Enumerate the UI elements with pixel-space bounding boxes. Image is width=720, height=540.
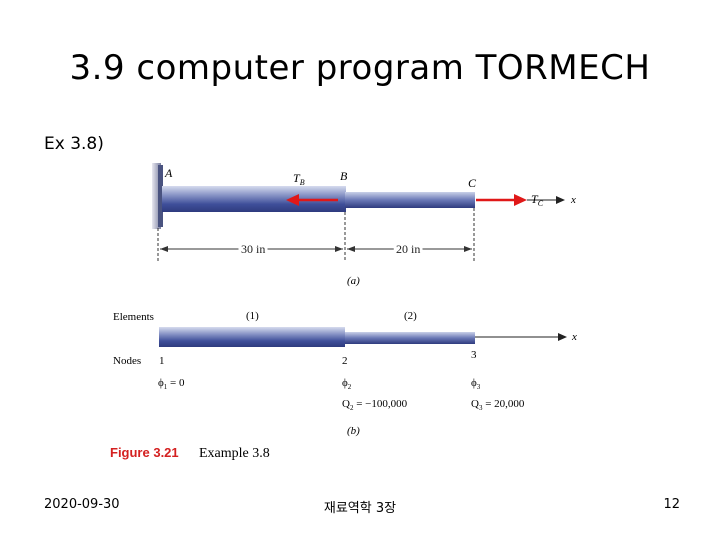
figure-number: Figure 3.21: [110, 445, 179, 460]
q3-label: Q3 = 20,000: [471, 398, 525, 412]
elements-label: Elements: [113, 311, 154, 323]
phi-1-label: ϕ1 = 0: [158, 377, 185, 391]
page-number: 12: [663, 497, 680, 512]
caption-a: (a): [347, 275, 360, 287]
node-3-label: 3: [471, 349, 477, 361]
phi-3-label: ϕ3: [471, 377, 481, 391]
caption-b: (b): [347, 425, 360, 437]
footer-date: 2020-09-30: [44, 497, 120, 512]
dim-arrow-2-left: [347, 246, 355, 252]
axis-b-label: x: [571, 331, 577, 343]
torque-b-label: TB: [293, 171, 305, 187]
fixed-wall-face: [158, 165, 163, 227]
dim-arrow-1-left: [160, 246, 168, 252]
shaft-segment-2: [345, 192, 475, 208]
torque-c-label: TC: [531, 192, 544, 208]
figure-caption: Example 3.8: [199, 446, 270, 461]
torque-b-arrowhead: [286, 194, 299, 206]
fixed-wall: [152, 163, 161, 229]
slide-title: 3.9 computer program TORMECH: [69, 48, 651, 88]
dim-arrow-1-right: [335, 246, 343, 252]
example-label: Ex 3.8): [44, 134, 104, 154]
torque-c-arrowhead: [514, 194, 527, 206]
nodes-label: Nodes: [113, 355, 141, 367]
element-2-label: (2): [404, 310, 417, 322]
node-1-label: 1: [159, 355, 165, 367]
element-2-bar: [345, 332, 475, 344]
q2-label: Q2 = −100,000: [342, 398, 408, 412]
dim-1-label: 30 in: [241, 242, 265, 256]
axis-a-label: x: [570, 194, 576, 206]
axis-a-arrowhead: [556, 196, 565, 204]
node-2-label: 2: [342, 355, 348, 367]
point-c-label: C: [468, 176, 477, 190]
footer-course-title: 재료역학 3장: [323, 501, 397, 516]
point-a-label: A: [164, 166, 173, 180]
phi-2-label: ϕ2: [342, 377, 352, 391]
dim-arrow-2-right: [464, 246, 472, 252]
element-1-label: (1): [246, 310, 259, 322]
part-b-diagram: Elements (1) (2) x Nodes 1 2 3 ϕ1 = 0 ϕ2…: [113, 310, 577, 437]
part-a-diagram: A B C TB TC x 30 in 20 in (a): [152, 163, 576, 287]
dim-2-label: 20 in: [396, 242, 420, 256]
element-1-bar: [159, 327, 345, 347]
axis-b-arrowhead: [558, 333, 567, 341]
point-b-label: B: [340, 169, 348, 183]
